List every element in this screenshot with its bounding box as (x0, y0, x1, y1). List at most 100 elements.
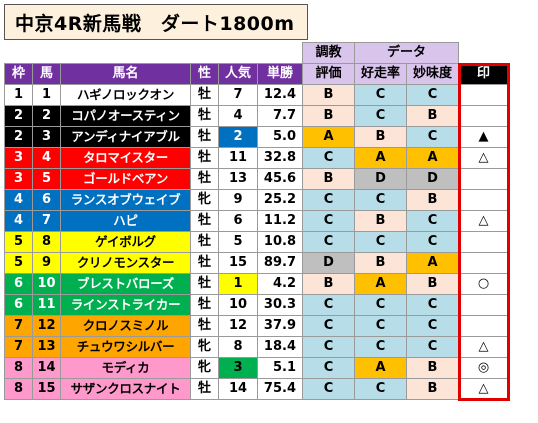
mark-cell (458, 315, 509, 337)
mimi-cell: C (406, 315, 459, 337)
sex-cell: 牡 (190, 105, 219, 127)
kousou-cell: C (354, 189, 407, 211)
mark-cell (458, 168, 509, 190)
uma-cell: 10 (32, 273, 61, 295)
tansho-cell: 5.0 (257, 126, 303, 148)
chokyo-cell: B (302, 105, 355, 127)
chokyo-cell: C (302, 231, 355, 253)
waku-cell: 3 (4, 147, 33, 169)
table-row: 5 9 クリノモンスター牡 15 89.7 D B A (4, 252, 509, 274)
mark-cell (458, 189, 509, 211)
mimi-cell: B (406, 273, 459, 295)
sex-cell: 牡 (190, 210, 219, 232)
tansho-cell: 37.9 (257, 315, 303, 337)
tansho-cell: 4.2 (257, 273, 303, 295)
mimi-cell: B (406, 189, 459, 211)
chokyo-cell: C (302, 189, 355, 211)
table-row: 5 8 ゲイボルグ牡 5 10.8 C C C (4, 231, 509, 253)
waku-cell: 3 (4, 168, 33, 190)
header-blank (190, 42, 219, 64)
header-tansho: 単勝 (257, 63, 303, 85)
mimi-cell: C (406, 336, 459, 358)
tansho-cell: 12.4 (257, 84, 303, 106)
waku-cell: 6 (4, 273, 33, 295)
sex-cell: 牡 (190, 231, 219, 253)
table-row: 7 13 チュウワシルバー牝 8 18.4 C C C △ (4, 336, 509, 358)
mimi-cell: D (406, 168, 459, 190)
header-blank (32, 42, 61, 64)
sex-cell: 牝 (190, 189, 219, 211)
chokyo-cell: B (302, 168, 355, 190)
table-row: 2 2 コパノオースティン牡 4 7.7 B C B (4, 105, 509, 127)
header-mark: 印 (458, 63, 509, 85)
chokyo-cell: B (302, 273, 355, 295)
header-blank (257, 42, 303, 64)
kousou-cell: B (354, 126, 407, 148)
mimi-cell: B (406, 105, 459, 127)
table-row: 7 12 クロノスミノル牡 12 37.9 C C C (4, 315, 509, 337)
horse-name-cell: ブレストバローズ (60, 273, 191, 295)
header-sex: 性 (190, 63, 219, 85)
uma-cell: 15 (32, 378, 61, 400)
waku-cell: 2 (4, 126, 33, 148)
sex-cell: 牝 (190, 357, 219, 379)
uma-cell: 4 (32, 147, 61, 169)
sex-cell: 牡 (190, 315, 219, 337)
sex-cell: 牡 (190, 294, 219, 316)
chokyo-cell: C (302, 336, 355, 358)
ninki-cell: 7 (218, 84, 258, 106)
mimi-cell: C (406, 84, 459, 106)
waku-cell: 8 (4, 378, 33, 400)
ninki-cell: 12 (218, 315, 258, 337)
kousou-cell: C (354, 336, 407, 358)
chokyo-cell: C (302, 294, 355, 316)
mimi-cell: C (406, 294, 459, 316)
ninki-cell: 13 (218, 168, 258, 190)
race-table: 調教 データ 枠 馬 馬名 性 人気 単勝 評価 好走率 妙味度 印 1 1 ハギノ… (4, 42, 509, 400)
table-row: 8 14 モディカ牝 3 5.1 C A B ◎ (4, 357, 509, 379)
tansho-cell: 89.7 (257, 252, 303, 274)
sex-cell: 牡 (190, 84, 219, 106)
horse-name-cell: クロノスミノル (60, 315, 191, 337)
horse-name-cell: クリノモンスター (60, 252, 191, 274)
mark-cell (458, 294, 509, 316)
horse-name-cell: アンディナイアブル (60, 126, 191, 148)
header-blank (218, 42, 258, 64)
horse-name-cell: ランスオブウェイブ (60, 189, 191, 211)
sex-cell: 牡 (190, 168, 219, 190)
sex-cell: 牡 (190, 252, 219, 274)
sex-cell: 牡 (190, 147, 219, 169)
mark-cell (458, 252, 509, 274)
ninki-cell: 10 (218, 294, 258, 316)
sex-cell: 牝 (190, 336, 219, 358)
header-row-top: 調教 データ (4, 42, 509, 64)
uma-cell: 14 (32, 357, 61, 379)
horse-name-cell: ラインストライカー (60, 294, 191, 316)
ninki-cell: 5 (218, 231, 258, 253)
mimi-cell: B (406, 378, 459, 400)
waku-cell: 5 (4, 252, 33, 274)
table-row: 6 11 ラインストライカー牡 10 30.3 C C C (4, 294, 509, 316)
horse-name-cell: チュウワシルバー (60, 336, 191, 358)
kousou-cell: C (354, 315, 407, 337)
sex-cell: 牡 (190, 378, 219, 400)
uma-cell: 9 (32, 252, 61, 274)
mark-cell (458, 105, 509, 127)
header-mimi: 妙味度 (406, 63, 459, 85)
tansho-cell: 18.4 (257, 336, 303, 358)
waku-cell: 4 (4, 189, 33, 211)
kousou-cell: A (354, 147, 407, 169)
mark-cell: △ (458, 378, 509, 400)
uma-cell: 12 (32, 315, 61, 337)
mark-cell: ◎ (458, 357, 509, 379)
mark-cell: ▲ (458, 126, 509, 148)
header-kousou: 好走率 (354, 63, 407, 85)
tansho-cell: 5.1 (257, 357, 303, 379)
mark-cell (458, 231, 509, 253)
tansho-cell: 75.4 (257, 378, 303, 400)
header-waku: 枠 (4, 63, 33, 85)
table-row: 3 5 ゴールドベアン牡 13 45.6 B D D (4, 168, 509, 190)
header-chokyo-top: 調教 (302, 42, 355, 64)
mark-cell: △ (458, 336, 509, 358)
sex-cell: 牡 (190, 273, 219, 295)
